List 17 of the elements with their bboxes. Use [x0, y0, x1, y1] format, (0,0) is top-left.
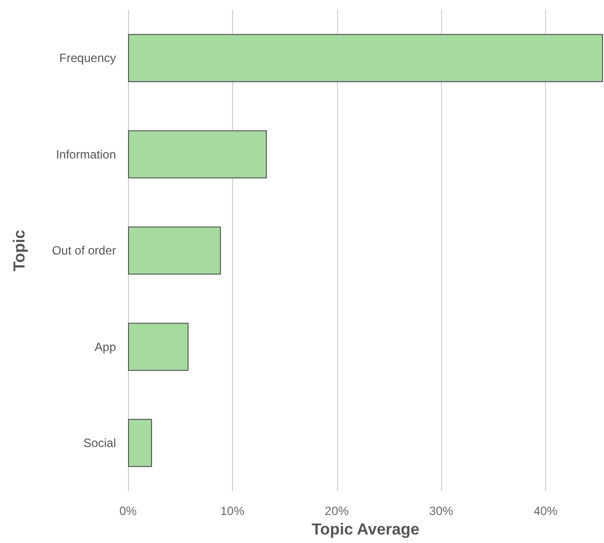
- y-tick-label: Out of order: [52, 244, 116, 258]
- x-tick-label: 40%: [534, 504, 558, 518]
- y-axis-title: Topic: [12, 230, 28, 272]
- x-tick-label: 20%: [324, 504, 350, 518]
- bar: [128, 322, 189, 371]
- bar: [128, 418, 152, 468]
- y-tick-label: Frequency: [59, 51, 116, 66]
- x-tick-label: 10%: [220, 504, 245, 518]
- bar: [128, 130, 267, 178]
- y-tick-label: Information: [56, 147, 116, 162]
- bar: [128, 226, 221, 275]
- bar: [128, 34, 603, 82]
- x-tick-label: 0%: [119, 504, 137, 518]
- y-tick-label: Social: [83, 436, 116, 450]
- y-tick-label: App: [94, 340, 116, 354]
- x-axis-title: Topic Average: [312, 522, 420, 538]
- x-tick-label: 30%: [429, 504, 454, 518]
